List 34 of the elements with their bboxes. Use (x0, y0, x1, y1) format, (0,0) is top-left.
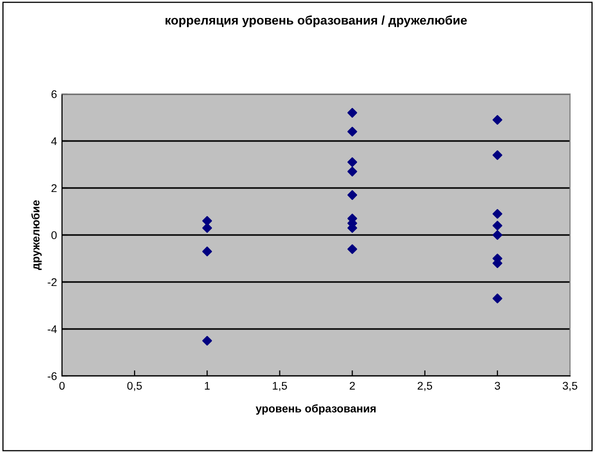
point (492, 150, 502, 160)
x-tick-label: 0,5 (127, 382, 142, 392)
point (202, 223, 212, 233)
point (492, 208, 502, 219)
y-tick-label: -2 (48, 278, 57, 286)
point (492, 294, 502, 304)
x-tick-label: 2,5 (418, 382, 432, 392)
point (492, 230, 502, 240)
y-tick-label: 2 (52, 184, 57, 192)
point (347, 190, 358, 200)
point (492, 114, 502, 125)
point (202, 246, 212, 256)
point (347, 244, 358, 254)
x-tick-label: 0 (59, 382, 65, 390)
point (347, 126, 358, 136)
point (347, 157, 358, 168)
point (202, 336, 212, 346)
y-axis-title: дружелюбие (31, 200, 42, 270)
y-tick-label: 4 (51, 137, 57, 146)
x-tick-label: 2 (350, 382, 355, 390)
point (347, 108, 358, 118)
x-tick-label: 1 (204, 382, 210, 390)
chart-title: корреляция уровень образования / дружелюбие (166, 15, 467, 28)
y-tick-label: -6 (48, 372, 57, 380)
x-tick-label: 3,5 (562, 382, 578, 392)
y-tick-label: 0 (51, 231, 57, 240)
x-tick-label: 1,5 (272, 382, 287, 392)
point (492, 220, 502, 230)
x-tick-label: 3 (494, 382, 500, 390)
y-tick-label: -4 (48, 325, 57, 334)
point (202, 216, 212, 226)
x-axis-title: уровень образования (256, 404, 376, 415)
y-tick-label: 6 (52, 90, 57, 98)
point (347, 166, 358, 176)
